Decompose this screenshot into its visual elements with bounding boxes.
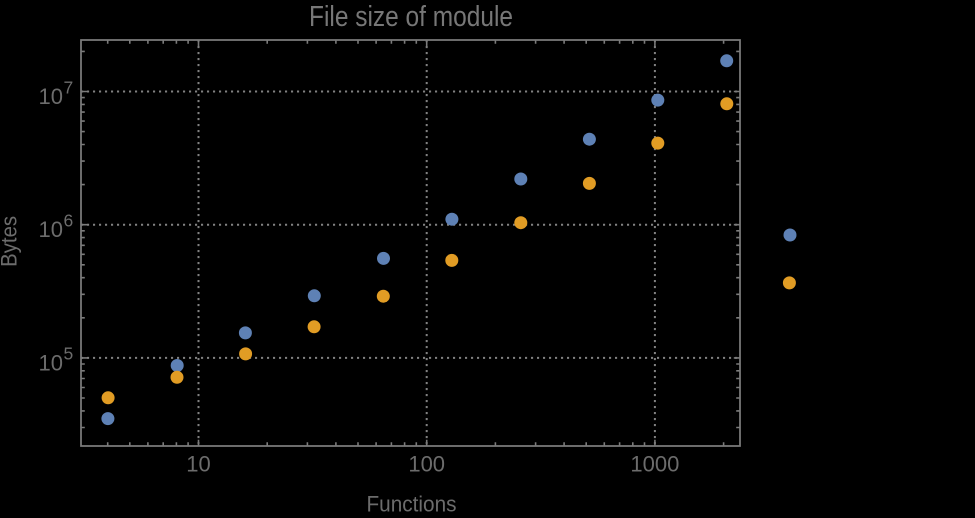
- svg-text:Bytes: Bytes: [0, 216, 21, 267]
- svg-text:1000: 1000: [630, 452, 679, 477]
- svg-text:File size of module: File size of module: [309, 1, 513, 33]
- svg-text:Functions: Functions: [367, 491, 457, 513]
- svg-text:10: 10: [39, 84, 63, 109]
- svg-text:10: 10: [39, 217, 63, 242]
- svg-text:10: 10: [39, 350, 63, 375]
- svg-text:5: 5: [64, 344, 74, 364]
- svg-text:7: 7: [64, 77, 74, 97]
- svg-text:100: 100: [408, 452, 445, 477]
- svg-text:10: 10: [186, 452, 210, 477]
- svg-text:6: 6: [64, 211, 74, 231]
